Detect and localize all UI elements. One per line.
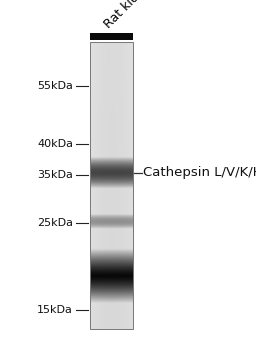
Text: 35kDa: 35kDa bbox=[37, 170, 73, 181]
Text: Cathepsin L/V/K/H: Cathepsin L/V/K/H bbox=[143, 166, 256, 179]
Bar bbox=[90, 33, 133, 40]
Bar bbox=[90, 42, 133, 329]
Text: 55kDa: 55kDa bbox=[37, 82, 73, 91]
Text: Rat kidney: Rat kidney bbox=[102, 0, 159, 32]
Text: 25kDa: 25kDa bbox=[37, 218, 73, 228]
Text: 40kDa: 40kDa bbox=[37, 139, 73, 149]
Text: 15kDa: 15kDa bbox=[37, 305, 73, 315]
